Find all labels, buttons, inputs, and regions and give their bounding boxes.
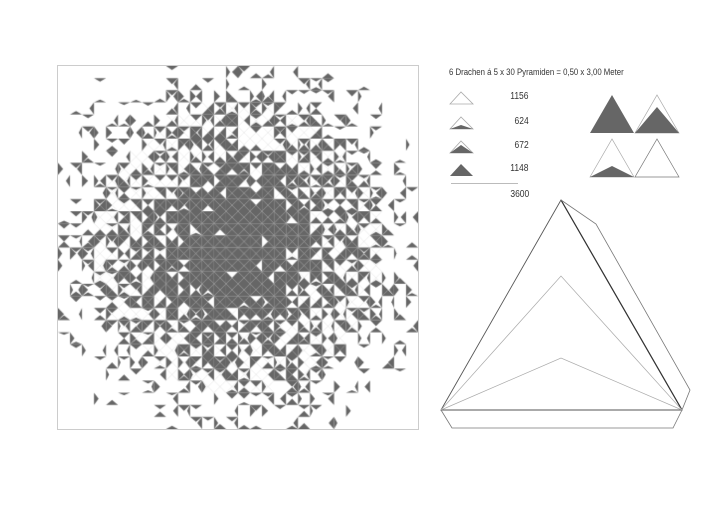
legend-total-row: 3600 bbox=[449, 186, 529, 206]
legend-row-empty: 1156 bbox=[449, 88, 529, 108]
legend-row-low: 624 bbox=[449, 113, 529, 133]
legend-count: 624 bbox=[514, 116, 529, 127]
variant-low-pyramid-outline bbox=[589, 138, 635, 178]
large-pyramid-drawing bbox=[440, 199, 691, 429]
legend-count: 672 bbox=[514, 140, 529, 151]
variant-empty-pyramid bbox=[634, 138, 680, 178]
empty-pyramid-icon bbox=[449, 91, 474, 105]
variant-full-pyramid bbox=[590, 95, 634, 133]
pyramid-front-edge bbox=[560, 199, 683, 411]
variant-low-pyramid-fill bbox=[590, 166, 634, 177]
variant-mid-pyramid-outline bbox=[634, 94, 680, 134]
pyramid-outer-triangle bbox=[440, 199, 683, 411]
mid-filled-pyramid-icon bbox=[449, 140, 474, 154]
legend-row-mid: 672 bbox=[449, 137, 529, 157]
pyramid-low-profile bbox=[440, 357, 683, 411]
diagram-title: 6 Drachen á 5 x 30 Pyramiden = 0,50 x 3,… bbox=[449, 67, 624, 78]
pyramid-variants-grid bbox=[589, 94, 680, 178]
legend-count: 1148 bbox=[510, 163, 529, 174]
pyramid-mosaic-pattern bbox=[57, 65, 419, 430]
pyramid-base-face bbox=[440, 409, 683, 429]
legend-row-full: 1148 bbox=[449, 160, 529, 180]
legend-total: 3600 bbox=[510, 189, 529, 200]
low-filled-pyramid-icon bbox=[449, 116, 474, 130]
variant-mid-pyramid-fill bbox=[635, 107, 679, 133]
full-pyramid-icon bbox=[450, 164, 473, 176]
sum-divider bbox=[451, 183, 518, 184]
pyramid-side-face bbox=[560, 199, 691, 411]
legend-count: 1156 bbox=[510, 91, 529, 102]
pyramid-mid-profile bbox=[440, 275, 683, 411]
